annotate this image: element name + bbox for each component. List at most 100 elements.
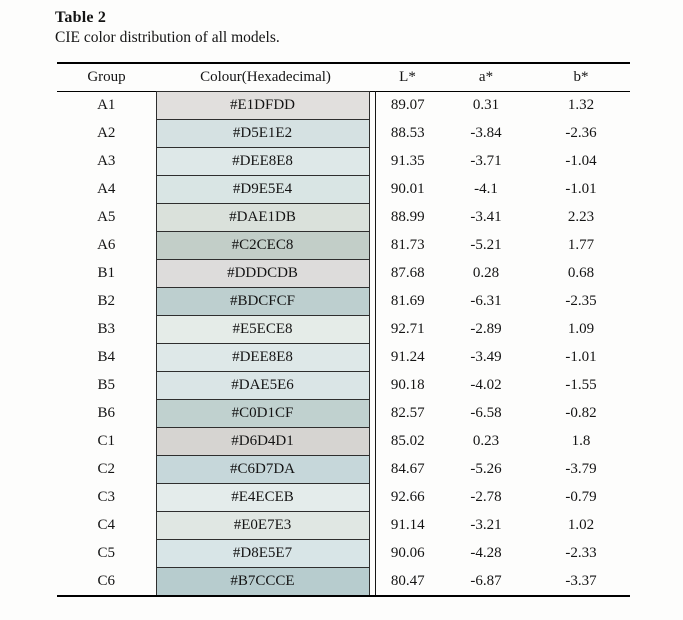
group-cell: C4 [97, 517, 115, 533]
group-cell: A3 [97, 153, 116, 169]
col-header-astar: a* [478, 69, 494, 85]
column-divider [369, 287, 376, 316]
table-row: C4 #E0E7E3 91.14 -3.21 1.02 [57, 511, 630, 540]
bstar-value-cell: -1.01 [565, 181, 597, 197]
lstar-value-cell: 82.57 [390, 405, 425, 421]
colour-swatch-cell: #DDDCDB [155, 259, 370, 288]
bstar-value-cell: -0.82 [565, 405, 597, 421]
group-cell: C6 [97, 572, 115, 589]
astar-value-cell: 0.23 [472, 433, 500, 449]
colour-swatch-cell: #D9E5E4 [155, 175, 370, 204]
table-caption: CIE color distribution of all models. [55, 29, 280, 46]
column-divider [369, 371, 376, 400]
astar-value-cell: -4.02 [470, 377, 502, 393]
table-row: A6 #C2CEC8 81.73 -5.21 1.77 [57, 231, 630, 260]
table-row: A1 #E1DFDD 89.07 0.31 1.32 [57, 91, 630, 120]
table-row: B2 #BDCFCF 81.69 -6.31 -2.35 [57, 287, 630, 316]
column-divider [369, 427, 376, 456]
table-row: C5 #D8E5E7 90.06 -4.28 -2.33 [57, 539, 630, 568]
bstar-value-cell: -1.01 [565, 349, 597, 365]
column-divider [369, 203, 376, 232]
column-divider [369, 511, 376, 540]
group-cell: C1 [97, 433, 115, 449]
colour-swatch-cell: #D5E1E2 [155, 119, 370, 148]
bstar-value-cell: 1.32 [567, 97, 595, 114]
column-divider [369, 315, 376, 344]
lstar-value-cell: 92.66 [390, 489, 425, 505]
astar-value-cell: -3.21 [470, 517, 502, 533]
bstar-value-cell: -1.55 [565, 377, 597, 393]
colour-swatch-cell: #C0D1CF [155, 399, 370, 428]
astar-value-cell: -2.89 [470, 321, 502, 337]
table-title: Table 2 [55, 9, 107, 26]
bstar-value-cell: 1.09 [567, 321, 595, 337]
group-cell: A2 [97, 125, 116, 141]
col-header-lstar: L* [399, 69, 416, 85]
astar-value-cell: -3.84 [470, 125, 502, 141]
lstar-value-cell: 85.02 [390, 433, 425, 449]
group-cell: B4 [97, 349, 115, 365]
col-header-colour: Colour(Hexadecimal) [200, 69, 331, 85]
table-row: B6 #C0D1CF 82.57 -6.58 -0.82 [57, 399, 630, 428]
lstar-value-cell: 91.14 [390, 517, 425, 533]
lstar-value-cell: 91.24 [390, 349, 425, 365]
bstar-value-cell: -0.79 [565, 489, 597, 505]
lstar-value-cell: 80.47 [390, 572, 425, 589]
bstar-value-cell: 1.8 [571, 433, 591, 449]
lstar-value-cell: 84.67 [390, 461, 425, 477]
column-divider [369, 455, 376, 484]
lstar-value-cell: 88.53 [390, 125, 425, 141]
bstar-value-cell: 1.77 [567, 237, 595, 253]
table-row: B5 #DAE5E6 90.18 -4.02 -1.55 [57, 371, 630, 400]
group-cell: C3 [97, 489, 115, 505]
column-divider [369, 343, 376, 372]
group-cell: A4 [97, 181, 116, 197]
column-divider [369, 539, 376, 568]
bstar-value-cell: -3.37 [565, 572, 597, 589]
group-cell: B5 [97, 377, 115, 393]
group-cell: A5 [97, 209, 116, 225]
colour-swatch-cell: #C6D7DA [155, 455, 370, 484]
bstar-value-cell: -1.04 [565, 153, 597, 169]
cie-color-table: Group Colour(Hexadecimal) L* a* b* A1 #E1… [57, 62, 630, 597]
paper-page: Table 2 CIE color distribution of all mo… [0, 9, 683, 597]
group-cell: C5 [97, 545, 115, 561]
colour-swatch-cell: #DAE5E6 [155, 371, 370, 400]
lstar-value-cell: 87.68 [390, 265, 425, 281]
astar-value-cell: -4.1 [474, 181, 498, 197]
col-header-group: Group [87, 69, 126, 85]
astar-value-cell: -5.26 [470, 461, 502, 477]
table-row: A2 #D5E1E2 88.53 -3.84 -2.36 [57, 119, 630, 148]
astar-value-cell: -6.87 [470, 572, 502, 589]
bstar-value-cell: -2.33 [565, 545, 597, 561]
astar-value-cell: -4.28 [470, 545, 502, 561]
colour-swatch-cell: #D6D4D1 [155, 427, 370, 456]
bstar-value-cell: -2.35 [565, 293, 597, 309]
astar-value-cell: 0.31 [472, 97, 500, 114]
table-row: C3 #E4ECEB 92.66 -2.78 -0.79 [57, 483, 630, 512]
lstar-value-cell: 90.01 [390, 181, 425, 197]
column-divider [369, 175, 376, 204]
colour-swatch-cell: #DEE8E8 [155, 343, 370, 372]
astar-value-cell: -6.31 [470, 293, 502, 309]
colour-swatch-cell: #E5ECE8 [155, 315, 370, 344]
group-cell: B3 [97, 321, 115, 337]
colour-swatch-cell: #E4ECEB [155, 483, 370, 512]
colour-swatch-cell: #DAE1DB [155, 203, 370, 232]
colour-swatch-cell: #D8E5E7 [155, 539, 370, 568]
colour-swatch-cell: #E1DFDD [155, 91, 370, 120]
table-row: A5 #DAE1DB 88.99 -3.41 2.23 [57, 203, 630, 232]
table-row: A4 #D9E5E4 90.01 -4.1 -1.01 [57, 175, 630, 204]
column-divider [369, 119, 376, 148]
table-row: B1 #DDDCDB 87.68 0.28 0.68 [57, 259, 630, 288]
group-cell: C2 [97, 461, 115, 477]
lstar-value-cell: 92.71 [390, 321, 425, 337]
astar-value-cell: -2.78 [470, 489, 502, 505]
bstar-value-cell: -2.36 [565, 125, 597, 141]
lstar-value-cell: 91.35 [390, 153, 425, 169]
table-row: A3 #DEE8E8 91.35 -3.71 -1.04 [57, 147, 630, 176]
colour-swatch-cell: #E0E7E3 [155, 511, 370, 540]
astar-value-cell: -6.58 [470, 405, 502, 421]
astar-value-cell: -3.41 [470, 209, 502, 225]
astar-value-cell: -5.21 [470, 237, 502, 253]
